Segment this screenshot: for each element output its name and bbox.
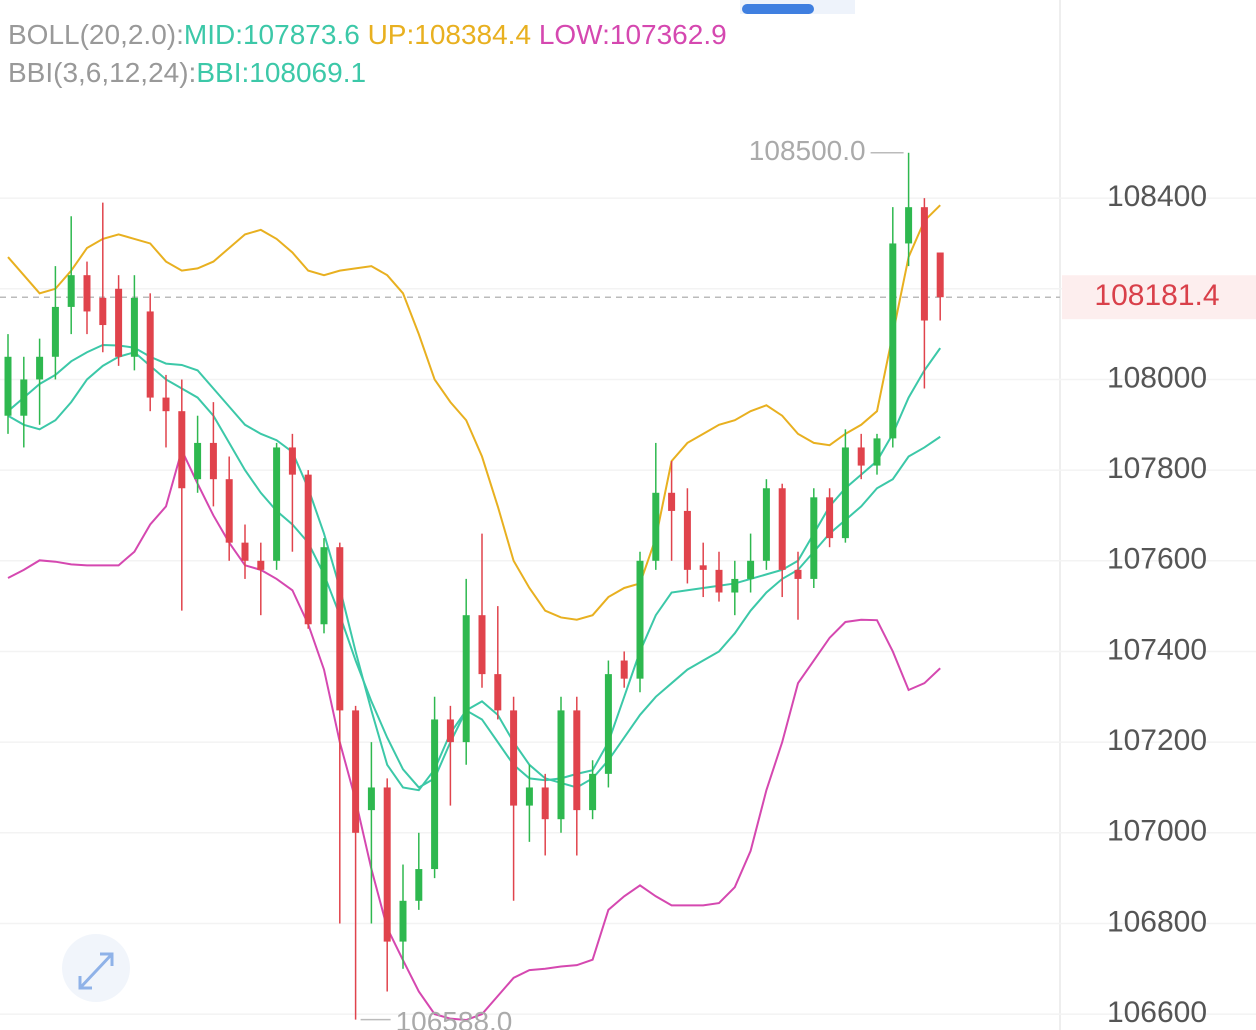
- series-value: 108069.1: [249, 57, 366, 88]
- candle-body: [668, 492, 676, 511]
- y-tick-label: 107600: [1107, 543, 1207, 576]
- max-label: 108500.0: [749, 135, 866, 166]
- candle-body: [905, 207, 913, 244]
- candle-body: [415, 869, 423, 901]
- candle-body: [573, 710, 581, 811]
- indicator-legend: BBI(3,6,12,24):BBI:108069.1: [8, 57, 374, 88]
- candle-body: [794, 569, 802, 579]
- candle-body: [304, 474, 312, 625]
- candle-body: [778, 488, 786, 570]
- candle-body: [273, 447, 281, 561]
- candle-body: [178, 411, 186, 489]
- candle-body: [431, 719, 439, 870]
- candle-body: [494, 674, 502, 711]
- candle-body: [446, 719, 454, 743]
- y-tick-label: 106800: [1107, 905, 1207, 938]
- candle-body: [826, 497, 834, 539]
- expand-bg[interactable]: [62, 934, 130, 1002]
- y-tick-label: 107800: [1107, 452, 1207, 485]
- candle-body: [620, 660, 628, 679]
- series-name: MID:: [184, 19, 243, 50]
- series-value: 108384.4: [414, 19, 531, 50]
- candle-body: [194, 442, 202, 480]
- candle-body: [762, 488, 770, 561]
- candle-body: [51, 306, 59, 357]
- candle-body: [699, 565, 707, 570]
- candle-body: [462, 615, 470, 743]
- candle-body: [67, 275, 75, 307]
- y-tick-label: 106600: [1107, 996, 1207, 1029]
- current-price-label: 108181.4: [1094, 279, 1219, 312]
- expand-button[interactable]: [62, 934, 130, 1002]
- candle-body: [83, 275, 91, 312]
- candle-body: [162, 397, 170, 412]
- current-price-bg: [1062, 275, 1256, 320]
- indicator-line: [7, 447, 941, 1022]
- candle-body: [889, 243, 897, 439]
- series-value: 107362.9: [610, 19, 727, 50]
- candle-body: [383, 787, 391, 942]
- candle-body: [257, 560, 265, 570]
- candle-body: [525, 787, 533, 806]
- indicator-line: [7, 204, 941, 621]
- y-tick-label: 108400: [1107, 180, 1207, 213]
- series-name: BBI:: [196, 57, 249, 88]
- y-tick-label: 107400: [1107, 633, 1207, 666]
- series-value: 107873.6: [243, 19, 360, 50]
- indicator-label: BBI(3,6,12,24):: [8, 57, 196, 88]
- candle-body: [636, 560, 644, 679]
- y-tick-label: 108000: [1107, 361, 1207, 394]
- indicator-legend: BOLL(20,2.0):MID:107873.6 UP:108384.4 LO…: [8, 19, 734, 50]
- tab-indicator: [742, 4, 814, 14]
- candle-body: [20, 379, 28, 416]
- expand-icon[interactable]: [78, 952, 114, 990]
- candle-body: [557, 710, 565, 820]
- candle-body: [683, 510, 691, 570]
- candle-body: [130, 297, 138, 357]
- candle-body: [510, 710, 518, 806]
- series-name: UP:: [368, 19, 415, 50]
- candle-body: [367, 787, 375, 811]
- candle-body: [541, 787, 549, 820]
- candle-body: [225, 479, 233, 543]
- candle-body: [336, 547, 344, 711]
- candle-body: [589, 773, 597, 811]
- y-tick-label: 107200: [1107, 724, 1207, 757]
- candle-body: [920, 207, 928, 321]
- candle-body: [4, 356, 12, 416]
- candle-body: [209, 442, 217, 480]
- candle-body: [288, 447, 296, 475]
- candle-body: [857, 447, 865, 466]
- candle-body: [936, 252, 944, 298]
- candle-body: [652, 492, 660, 561]
- candle-body: [731, 578, 739, 593]
- candle-body: [99, 297, 107, 326]
- candle-body: [478, 615, 486, 675]
- candle-body: [241, 542, 249, 561]
- candle-body: [146, 311, 154, 398]
- candle-body: [352, 710, 360, 833]
- candle-body: [715, 569, 723, 593]
- candle-body: [810, 497, 818, 579]
- y-tick-label: 107000: [1107, 815, 1207, 848]
- candle-body: [115, 288, 123, 357]
- candle-body: [873, 438, 881, 466]
- min-label: 106588.0: [396, 1006, 513, 1030]
- candle-body: [320, 547, 328, 625]
- candle-body: [36, 356, 44, 380]
- indicator-label: BOLL(20,2.0):: [8, 19, 184, 50]
- candle-body: [399, 900, 407, 942]
- candle-body: [747, 560, 755, 579]
- indicator-line: [7, 351, 941, 789]
- series-name: LOW:: [539, 19, 610, 50]
- candle-body: [604, 674, 612, 774]
- candle-body: [841, 447, 849, 539]
